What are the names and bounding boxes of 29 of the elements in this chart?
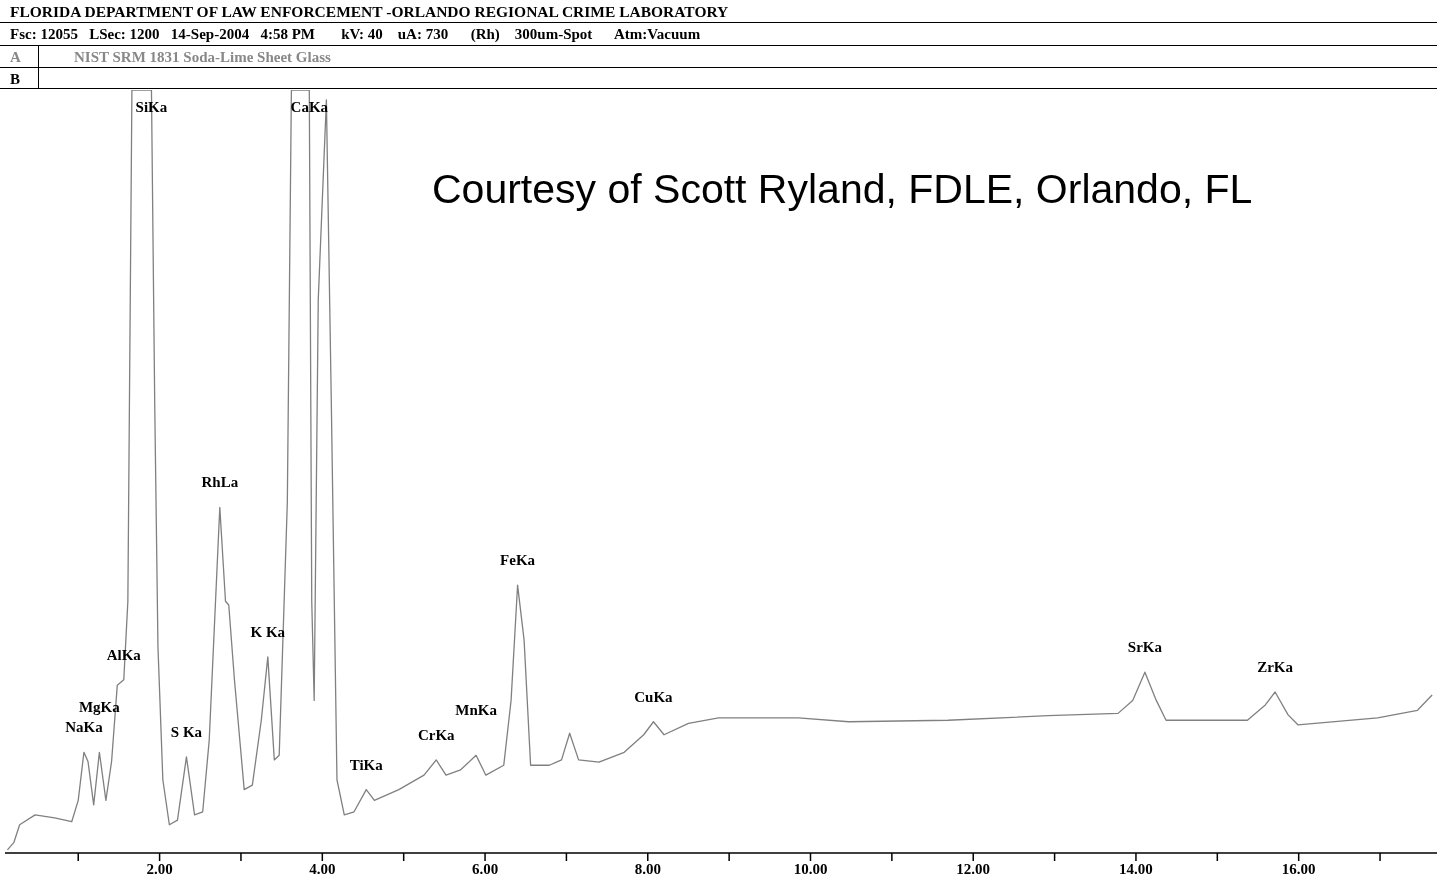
x-tick-label: 4.00 bbox=[309, 860, 336, 877]
text: B bbox=[10, 71, 21, 88]
annotation: CuKa bbox=[634, 688, 674, 705]
annotation: AlKa bbox=[106, 646, 142, 663]
annotation: MgKa bbox=[78, 699, 121, 716]
annotation: NaKa bbox=[65, 719, 104, 736]
annotation: K Ka bbox=[250, 623, 286, 640]
x-tick-label: 16.00 bbox=[1281, 860, 1316, 877]
annotation: CrKa bbox=[417, 726, 456, 743]
chart-subtitle: Fsc: 12055 LSec: 1200 14-Sep-2004 4:58 PM kV: 40 uA: 730 (Rh) 300um-Spot Atm:Vacuum bbox=[10, 26, 701, 43]
x-tick-label: 10.00 bbox=[793, 860, 828, 877]
text: A bbox=[10, 49, 21, 66]
annotation: Courtesy of Scott Ryland, FDLE, Orlando, FL bbox=[432, 166, 1253, 213]
x-tick-label: 12.00 bbox=[956, 860, 991, 877]
annotation: CaKa bbox=[290, 99, 329, 115]
annotation: ZrKa bbox=[1257, 659, 1294, 676]
x-tick-label: 14.00 bbox=[1119, 860, 1153, 877]
annotation: TiKa bbox=[349, 756, 384, 773]
text: NIST SRM 1831 Soda-Lime Sheet Glass bbox=[74, 49, 331, 66]
annotation: S Ka bbox=[170, 723, 203, 740]
annotation: SrKa bbox=[1127, 639, 1163, 656]
x-tick-label: 2.00 bbox=[146, 860, 173, 877]
annotation: MnKa bbox=[455, 702, 498, 719]
chart-title: FLORIDA DEPARTMENT OF LAW ENFORCEMENT -ORLANDO REGIONAL CRIME LABORATORY bbox=[10, 3, 729, 21]
annotation: FeKa bbox=[500, 552, 536, 569]
x-tick-label: 6.00 bbox=[471, 860, 499, 877]
annotation: SiKa bbox=[135, 99, 168, 115]
annotation: RhLa bbox=[201, 474, 239, 491]
x-tick-label: 8.00 bbox=[634, 860, 661, 877]
